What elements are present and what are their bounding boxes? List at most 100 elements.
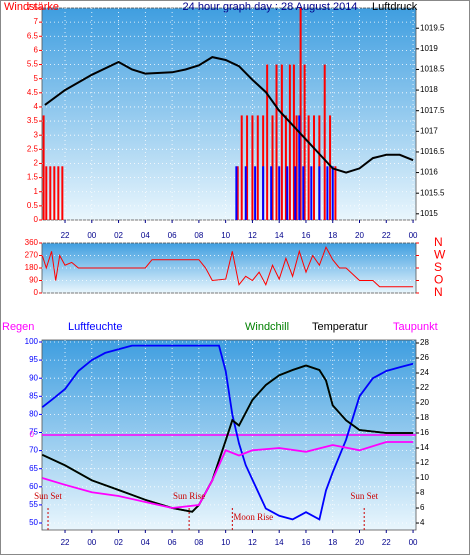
y-tick-label: 90 [29, 373, 38, 382]
bar [236, 166, 239, 220]
y-tick-label: 0.5 [27, 201, 39, 210]
bar [57, 166, 60, 220]
x-tick-label: 00 [409, 231, 418, 240]
bar [246, 115, 249, 220]
x-tick-label: 04 [141, 538, 150, 547]
y-tick-label: 1 [34, 187, 39, 196]
y-tick-label: 6 [34, 46, 39, 55]
x-tick-label: 20 [355, 538, 364, 547]
y-tick-label: 3.5 [27, 116, 39, 125]
x-tick-label: 12 [248, 231, 257, 240]
bar [240, 115, 243, 220]
legend-label: Luftfeuchte [68, 321, 122, 333]
bar [307, 115, 310, 220]
bar [45, 166, 48, 220]
y2-tick-label: 4 [420, 518, 425, 527]
x-tick-label: 18 [328, 538, 337, 547]
x-tick-label: 18 [328, 231, 337, 240]
legend-label: Temperatur [312, 321, 368, 333]
y-tick-label: 0 [34, 215, 39, 224]
bar [323, 64, 326, 221]
x-tick-label: 02 [114, 538, 123, 547]
x-tick-label: 06 [168, 538, 177, 547]
y-tick-label: 4 [34, 102, 39, 111]
rain-label: Regen [2, 321, 34, 333]
x-tick-label: 22 [382, 538, 391, 547]
bar [303, 64, 306, 221]
line [41, 364, 414, 513]
bar [53, 166, 56, 220]
x-tick-label: 08 [194, 538, 203, 547]
bar [262, 166, 265, 220]
bar [286, 166, 289, 220]
bar [292, 64, 295, 221]
bar [302, 166, 305, 220]
line [42, 441, 414, 509]
y2-tick-label: 1017.5 [420, 106, 445, 115]
bar [254, 166, 257, 220]
y2-tick-label: 1016 [420, 168, 438, 177]
x-tick-label: 14 [275, 538, 284, 547]
y-tick-label: 4.5 [27, 88, 39, 97]
chart-title: 24 hour graph day : 28 August 2014 [183, 1, 358, 13]
bar [299, 8, 302, 220]
line [44, 56, 414, 174]
x-tick-label: 14 [275, 231, 284, 240]
legend-label: Taupunkt [393, 321, 438, 333]
x-tick-label: 02 [114, 231, 123, 240]
y-tick-label: 180 [25, 263, 39, 272]
x-tick-label: 00 [409, 538, 418, 547]
y-tick-label: 70 [29, 446, 38, 455]
bar [331, 166, 334, 220]
bar [329, 115, 332, 220]
bar [235, 166, 238, 220]
annotation: Moon Rise [233, 512, 273, 522]
y-tick-label: 3 [34, 130, 39, 139]
line [41, 245, 414, 288]
axis-label: Luftdruck [372, 1, 418, 13]
y2-tick-label: 16 [420, 428, 429, 437]
annotation: Sun Set [34, 491, 62, 501]
y-tick-label: 5 [34, 74, 39, 83]
bar [42, 115, 45, 220]
x-tick-label: 12 [248, 538, 257, 547]
y2-tick-label: 1015 [420, 209, 438, 218]
y-tick-label: 80 [29, 410, 38, 419]
y-tick-label: 360 [25, 238, 39, 247]
bar [298, 115, 301, 220]
bar [270, 166, 273, 220]
y2-tick-label: 28 [420, 338, 429, 347]
bar [61, 166, 64, 220]
y-tick-label: 90 [29, 276, 38, 285]
x-tick-label: 22 [61, 231, 70, 240]
bar [266, 64, 269, 221]
rain-tick-label: 0 [30, 430, 35, 439]
y-tick-label: 7 [34, 17, 39, 26]
y-tick-label: 75 [29, 428, 38, 437]
y2-tick-label: 22 [420, 383, 429, 392]
y2-tick-label: N [434, 285, 443, 299]
x-tick-label: 10 [221, 231, 230, 240]
y2-tick-label: 24 [420, 368, 429, 377]
y2-tick-label: 1018.5 [420, 65, 445, 74]
bar [310, 166, 313, 220]
bar [295, 115, 298, 220]
y2-tick-label: 20 [420, 398, 429, 407]
x-tick-label: 04 [141, 231, 150, 240]
y-tick-label: 0 [34, 288, 39, 297]
bar [251, 115, 254, 220]
y-tick-label: 100 [25, 337, 39, 346]
bar [244, 166, 247, 220]
bar [284, 115, 287, 220]
y2-tick-label: O [434, 273, 443, 287]
y2-tick-label: S [434, 260, 442, 274]
y-tick-label: 50 [29, 518, 38, 527]
x-tick-label: 00 [87, 538, 96, 547]
bar [313, 115, 315, 220]
bar [288, 64, 291, 221]
bar [49, 166, 52, 220]
axis-label: Windstärke [4, 1, 59, 13]
annotation: Sun Rise [173, 491, 205, 501]
x-tick-label: 20 [355, 231, 364, 240]
y2-tick-label: 1019.5 [420, 23, 445, 32]
